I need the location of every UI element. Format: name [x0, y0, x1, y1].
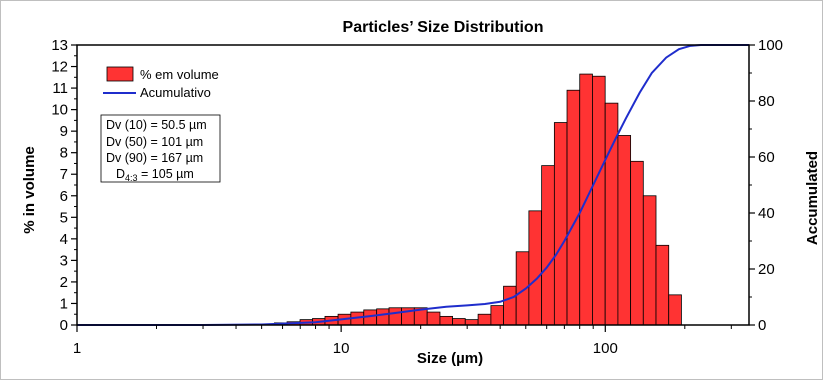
bar — [668, 294, 682, 326]
bar — [541, 165, 555, 326]
bar — [642, 195, 657, 326]
x-axis: 1 10 100 — [73, 325, 732, 357]
chart-title: Particles’ Size Distribution — [343, 19, 544, 36]
stat-dv50: Dv (50) = 101 µm — [106, 135, 203, 149]
bar — [439, 315, 453, 326]
bar — [655, 244, 670, 326]
y-tick-label: 11 — [52, 80, 68, 97]
y-tick-label: 8 — [60, 145, 68, 162]
bars-group — [247, 73, 682, 326]
bar — [477, 313, 492, 326]
cumulative-line — [77, 44, 749, 326]
bar — [630, 160, 644, 326]
bar — [617, 135, 632, 326]
x-tick-label: 100 — [593, 340, 618, 357]
legend-bar-label: % em volume — [140, 67, 219, 82]
y-tick-label: 0 — [60, 317, 68, 334]
bar — [503, 285, 517, 326]
y-tick-label: 3 — [60, 252, 68, 269]
stat-dv90: Dv (90) = 167 µm — [106, 151, 203, 165]
bar — [452, 318, 466, 326]
legend: % em volume Acumulativo — [103, 66, 219, 100]
x-axis-title: Size (µm) — [417, 350, 483, 367]
x-tick-label: 10 — [333, 340, 350, 357]
stat-d43: D4:3 = 105 µm — [116, 167, 194, 183]
y-tick-label: 2 — [60, 274, 68, 291]
y2-tick-label: 0 — [758, 317, 766, 334]
y2-tick-label: 40 — [758, 205, 775, 222]
y-tick-label: 12 — [51, 59, 68, 76]
y2-tick-label: 80 — [758, 93, 775, 110]
bar — [376, 308, 390, 326]
y-tick-label: 5 — [60, 209, 68, 226]
y2-tick-label: 60 — [758, 149, 775, 166]
y-axis-right: 0 20 40 60 80 100 — [749, 37, 783, 334]
stat-dv10: Dv (10) = 50.5 µm — [106, 118, 207, 132]
y-tick-label: 9 — [60, 123, 68, 140]
bar — [426, 311, 441, 326]
y-tick-label: 1 — [60, 295, 68, 312]
bar — [553, 122, 568, 326]
y2-tick-label: 20 — [758, 261, 775, 278]
x-tick-label: 1 — [73, 340, 81, 357]
y2-tick-label: 100 — [758, 37, 783, 54]
bar — [464, 319, 479, 326]
legend-line-label: Acumulativo — [140, 85, 211, 100]
y-tick-label: 13 — [51, 37, 68, 54]
bar — [566, 89, 581, 326]
statistics-box-border — [100, 114, 221, 183]
y-tick-label: 6 — [60, 188, 68, 205]
bar — [592, 75, 606, 326]
bar — [528, 210, 543, 326]
y-tick-label: 4 — [60, 231, 68, 248]
bar — [490, 305, 504, 326]
bar — [388, 307, 402, 326]
statistics-box: Dv (10) = 50.5 µm Dv (50) = 101 µm Dv (9… — [100, 114, 221, 183]
y-axis-title: % in volume — [21, 146, 38, 234]
legend-bar-swatch — [106, 66, 134, 82]
y-tick-label: 10 — [51, 102, 68, 119]
y2-axis-title: Accumulated — [804, 151, 821, 245]
y-tick-label: 7 — [60, 166, 68, 183]
